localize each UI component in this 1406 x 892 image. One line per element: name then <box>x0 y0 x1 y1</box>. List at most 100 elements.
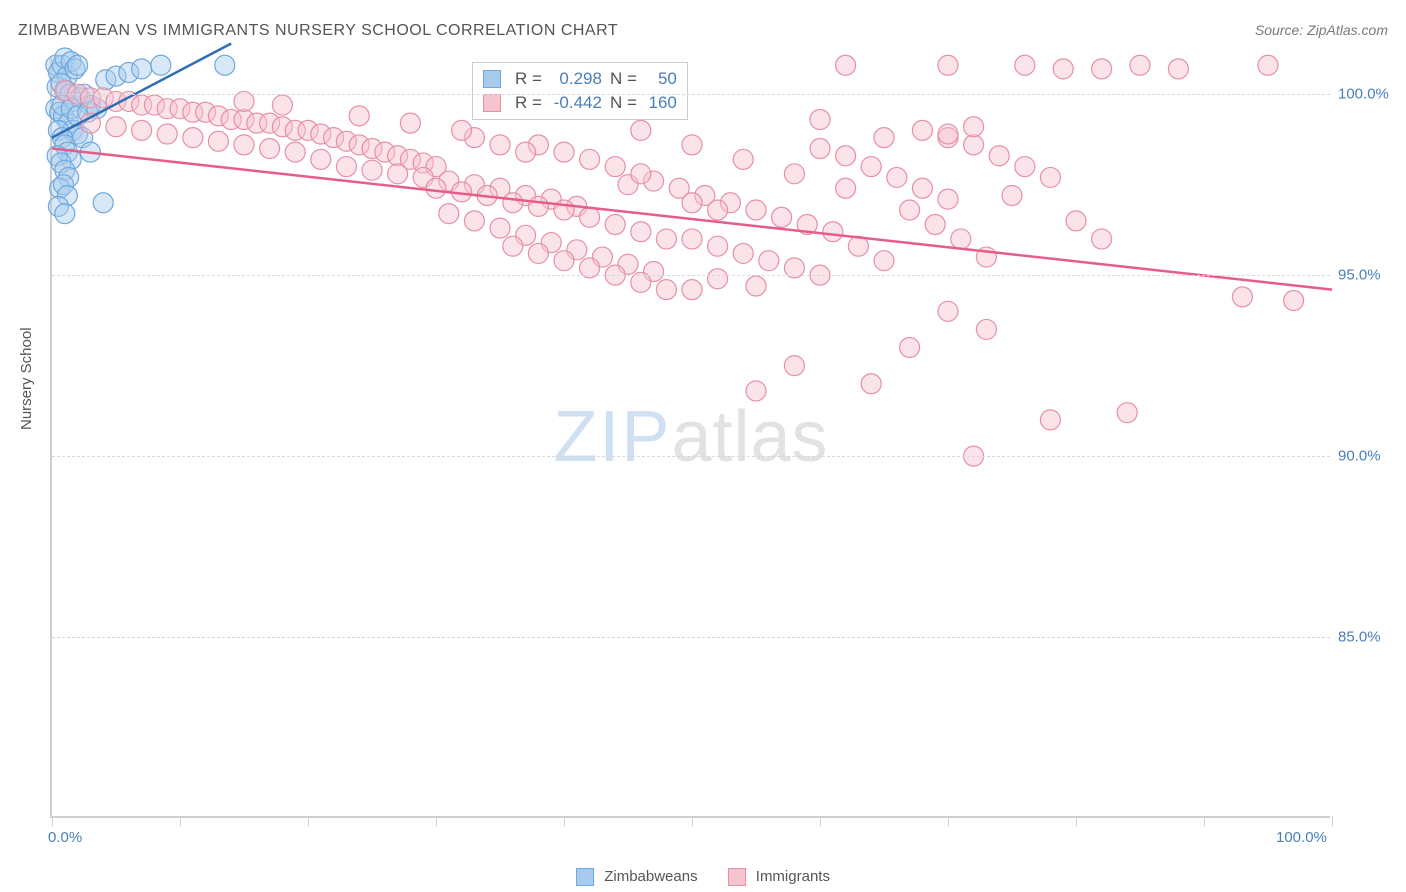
data-point <box>234 135 254 155</box>
data-point <box>93 193 113 213</box>
data-point <box>208 131 228 151</box>
data-point <box>810 138 830 158</box>
data-point <box>554 251 574 271</box>
data-point <box>400 113 420 133</box>
x-tick <box>1332 816 1333 826</box>
data-point <box>605 157 625 177</box>
data-point <box>1002 186 1022 206</box>
gridline-h <box>52 275 1330 276</box>
legend-item-zimbabweans: Zimbabweans <box>576 868 698 886</box>
data-point <box>1092 59 1112 79</box>
data-point <box>439 204 459 224</box>
data-point <box>656 280 676 300</box>
data-point <box>912 178 932 198</box>
data-point <box>861 374 881 394</box>
data-point <box>1040 410 1060 430</box>
data-point <box>1053 59 1073 79</box>
data-point <box>1092 229 1112 249</box>
data-point <box>1015 157 1035 177</box>
y-tick-label: 95.0% <box>1338 267 1398 284</box>
data-point <box>708 236 728 256</box>
gridline-h <box>52 94 1330 95</box>
y-tick-label: 90.0% <box>1338 448 1398 465</box>
data-point <box>260 138 280 158</box>
data-point <box>836 178 856 198</box>
data-point <box>938 55 958 75</box>
data-point <box>1130 55 1150 75</box>
plot-area: ZIPatlas R = 0.298 N = 50 R = -0.442 N =… <box>50 58 1330 818</box>
x-tick <box>948 816 949 826</box>
legend-label: Immigrants <box>756 868 830 885</box>
data-point <box>1117 403 1137 423</box>
data-point <box>490 218 510 238</box>
data-point <box>1066 211 1086 231</box>
n-label: N = <box>610 67 637 91</box>
data-point <box>784 356 804 376</box>
data-point <box>452 120 472 140</box>
swatch-zimbabweans <box>483 70 501 88</box>
data-point <box>362 160 382 180</box>
data-point <box>900 200 920 220</box>
data-point <box>311 149 331 169</box>
data-point <box>708 200 728 220</box>
data-point <box>631 222 651 242</box>
data-point <box>183 128 203 148</box>
data-point <box>733 149 753 169</box>
data-point <box>55 204 75 224</box>
data-point <box>836 55 856 75</box>
data-point <box>68 55 88 75</box>
data-point <box>349 106 369 126</box>
r-label: R = <box>515 67 542 91</box>
gridline-h <box>52 456 1330 457</box>
data-point <box>336 157 356 177</box>
data-point <box>388 164 408 184</box>
data-point <box>951 229 971 249</box>
data-point <box>682 193 702 213</box>
data-point <box>682 229 702 249</box>
data-point <box>656 229 676 249</box>
data-point <box>823 222 843 242</box>
data-point <box>151 55 171 75</box>
x-tick <box>180 816 181 826</box>
data-point <box>1040 167 1060 187</box>
data-point <box>708 269 728 289</box>
data-point <box>503 193 523 213</box>
x-tick <box>52 816 53 826</box>
data-point <box>1284 290 1304 310</box>
data-point <box>605 214 625 234</box>
data-point <box>964 117 984 137</box>
data-point <box>746 200 766 220</box>
data-point <box>682 280 702 300</box>
data-point <box>1015 55 1035 75</box>
chart-svg <box>52 58 1330 816</box>
data-point <box>682 135 702 155</box>
data-point <box>285 142 305 162</box>
chart-title: ZIMBABWEAN VS IMMIGRANTS NURSERY SCHOOL … <box>18 22 618 40</box>
data-point <box>272 95 292 115</box>
data-point <box>746 276 766 296</box>
data-point <box>964 135 984 155</box>
data-point <box>938 124 958 144</box>
y-axis-title: Nursery School <box>18 327 35 430</box>
data-point <box>1258 55 1278 75</box>
data-point <box>132 120 152 140</box>
stats-legend-box: R = 0.298 N = 50 R = -0.442 N = 160 <box>472 62 688 120</box>
data-point <box>976 319 996 339</box>
data-point <box>503 236 523 256</box>
x-tick-label: 100.0% <box>1276 829 1327 846</box>
data-point <box>938 301 958 321</box>
data-point <box>464 211 484 231</box>
x-tick <box>308 816 309 826</box>
data-point <box>631 164 651 184</box>
data-point <box>426 178 446 198</box>
data-point <box>132 59 152 79</box>
data-point <box>215 55 235 75</box>
data-point <box>528 196 548 216</box>
r-value-1: 0.298 <box>550 67 602 91</box>
data-point <box>631 120 651 140</box>
data-point <box>912 120 932 140</box>
x-tick <box>436 816 437 826</box>
data-point <box>810 110 830 130</box>
x-tick <box>1076 816 1077 826</box>
data-point <box>1232 287 1252 307</box>
